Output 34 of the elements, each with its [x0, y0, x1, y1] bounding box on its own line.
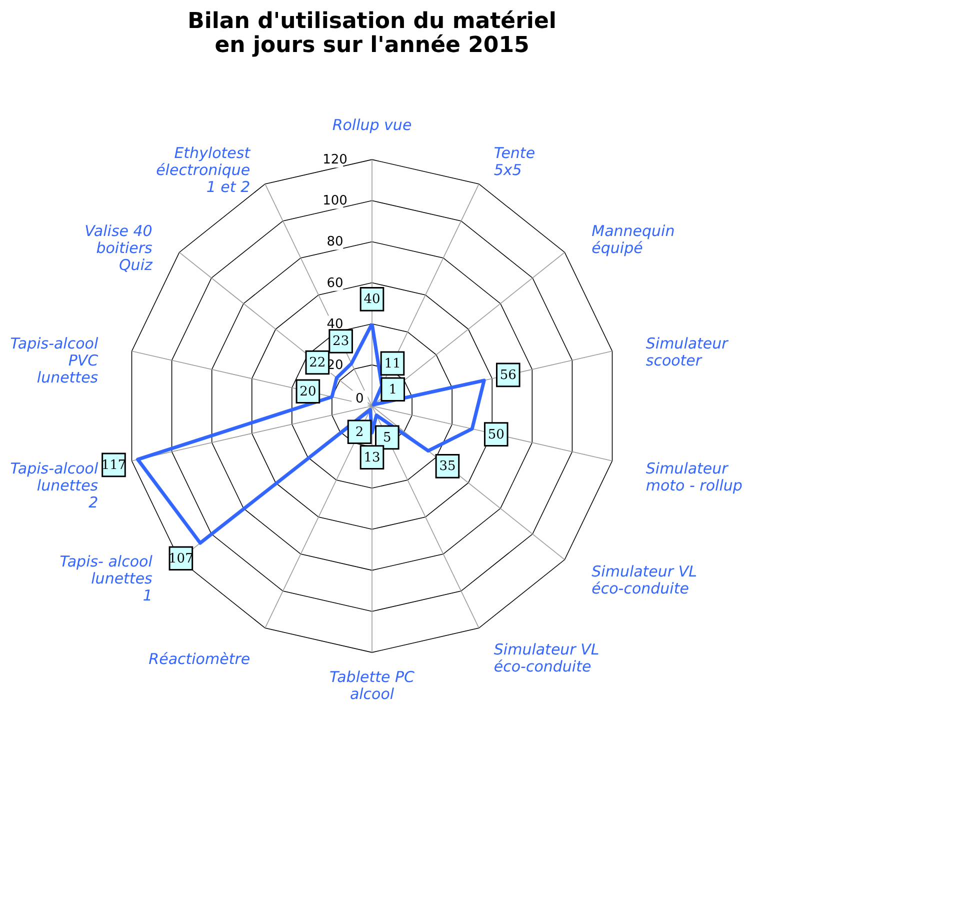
- spoke-label: Tapis- alcool lunettes 1: [60, 552, 154, 604]
- data-label: 117: [101, 458, 126, 473]
- data-label: 22: [309, 355, 326, 370]
- spoke-label: Valise 40 boitiers Quiz: [84, 222, 154, 274]
- y-tick-label: 80: [326, 234, 344, 250]
- data-label: 40: [364, 292, 380, 308]
- data-label: 5: [383, 430, 392, 446]
- spoke-label: Simulateur VL éco-conduite: [592, 562, 697, 598]
- data-label: 13: [364, 450, 380, 466]
- y-tick-label: 60: [326, 276, 344, 291]
- data-label: 2: [355, 424, 364, 440]
- y-tick-label: 100: [322, 194, 348, 209]
- spoke-label: Simulateur VL éco-conduite: [494, 640, 600, 676]
- data-label: 1: [388, 382, 398, 398]
- spoke-label: Simulateur scooter: [646, 334, 729, 370]
- y-tick-label: 120: [322, 152, 348, 168]
- data-label: 23: [332, 334, 350, 350]
- spoke-label: Réactiomètre: [148, 650, 250, 668]
- spoke-label: Rollup vue: [332, 116, 412, 134]
- data-label: 56: [500, 368, 516, 383]
- spoke-label: Mannequin équipé: [592, 222, 675, 257]
- data-label: 50: [488, 427, 504, 442]
- chart-title: Bilan d'utilisation du matériel en jours sur l'année 2015: [188, 9, 556, 58]
- data-label: 11: [384, 356, 401, 372]
- spoke-label: Tablette PC alcool: [330, 668, 416, 704]
- spoke-label: Tente 5x5: [494, 144, 536, 179]
- data-label: 20: [300, 384, 316, 400]
- spoke-label: Simulateur moto - rollup: [646, 460, 742, 495]
- y-tick-label: 40: [326, 316, 344, 332]
- spoke-label: Tapis-alcool lunettes 2: [10, 460, 99, 512]
- data-label: 35: [439, 459, 456, 474]
- spoke-label: Ethylotest électronique 1 et 2: [156, 144, 252, 196]
- y-tick-label: 0: [356, 392, 364, 407]
- spoke-label: Tapis-alcool PVC lunettes: [10, 334, 99, 386]
